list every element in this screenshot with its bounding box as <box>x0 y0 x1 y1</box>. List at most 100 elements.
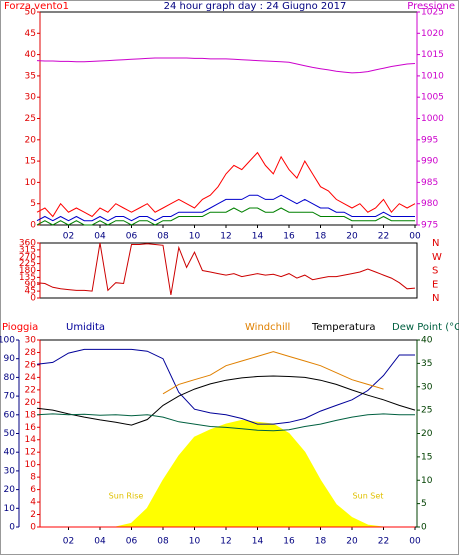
legend-entry: Pressione <box>407 1 455 12</box>
x-tick-label: 14 <box>252 232 264 242</box>
line <box>162 351 384 395</box>
y2-tick-label: 25 <box>421 406 432 416</box>
y-tick-label: 0 <box>30 294 36 304</box>
y2-tick-label: 1005 <box>421 93 444 103</box>
x-tick-label: 20 <box>346 537 358 547</box>
legend-entry: Umidita <box>66 322 105 333</box>
y-tick-label: 100 <box>0 336 15 346</box>
y-tick-label: 25 <box>25 114 36 124</box>
y-tick-label: 45 <box>25 29 36 39</box>
y3-tick-label: 30 <box>25 336 37 346</box>
x-tick-label: 08 <box>157 232 169 242</box>
y2-tick-label: S <box>432 266 438 277</box>
y2-tick-label: 35 <box>421 359 432 369</box>
y-tick-label: 50 <box>4 429 16 439</box>
x-tick-label: 02 <box>63 537 74 547</box>
annotation: Sun Rise <box>109 492 144 501</box>
y2-tick-label: 980 <box>421 199 438 209</box>
y2-tick-label: N <box>432 238 439 249</box>
y3-tick-label: 10 <box>25 460 37 470</box>
plot-area <box>39 11 418 226</box>
line <box>36 194 415 222</box>
y-tick-label: 360 <box>19 239 36 249</box>
x-tick-label: 12 <box>220 537 231 547</box>
x-tick-label: 16 <box>283 537 295 547</box>
y-tick-label: 10 <box>25 178 37 188</box>
line <box>36 57 416 74</box>
x-tick-label: 10 <box>189 537 201 547</box>
y3-tick-label: 14 <box>25 435 37 445</box>
legend-entry: Forza vento1 <box>4 1 69 12</box>
y-tick-label: 20 <box>4 485 16 495</box>
legend-entry: Pioggia <box>2 322 38 333</box>
x-tick-label: 04 <box>94 537 106 547</box>
y2-tick-label: 10 <box>421 476 433 486</box>
y2-tick-label: 20 <box>421 429 433 439</box>
y-tick-label: 40 <box>4 448 16 458</box>
y2-tick-label: E <box>432 279 438 290</box>
x-tick-label: 00 <box>409 232 421 242</box>
x-tick-label: 12 <box>220 232 231 242</box>
y2-tick-label: N <box>432 293 439 304</box>
y-tick-label: 40 <box>25 50 37 60</box>
legend-entry: Dew Point (°C <box>392 322 459 333</box>
legend-entry: Windchill <box>245 322 290 333</box>
x-tick-label: 10 <box>189 232 201 242</box>
x-tick-label: 14 <box>252 537 264 547</box>
y2-tick-label: 1025 <box>421 8 444 18</box>
y2-tick-label: 40 <box>421 336 433 346</box>
x-tick-label: 02 <box>63 232 74 242</box>
x-tick-label: 08 <box>157 537 169 547</box>
y-tick-label: 10 <box>4 504 16 514</box>
chart-title: 24 hour graph day : 24 Giugno 2017 <box>164 1 347 12</box>
y-tick-label: 50 <box>25 8 37 18</box>
x-tick-label: 06 <box>126 232 138 242</box>
x-tick-label: 06 <box>126 537 138 547</box>
annotation: Sun Set <box>353 492 384 501</box>
y2-tick-label: 1020 <box>421 29 444 39</box>
line <box>36 242 416 295</box>
x-tick-label: 00 <box>409 537 421 547</box>
y3-tick-label: 4 <box>30 498 36 508</box>
y-tick-label: 90 <box>4 354 16 364</box>
y2-tick-label: 990 <box>421 157 438 167</box>
y-tick-label: 20 <box>25 135 37 145</box>
y-tick-label: 5 <box>30 199 36 209</box>
y3-tick-label: 28 <box>25 348 37 358</box>
y2-tick-label: 15 <box>421 452 432 462</box>
y3-tick-label: 22 <box>25 385 36 395</box>
y-tick-label: 315 <box>19 245 36 255</box>
y3-tick-label: 6 <box>30 485 36 495</box>
y-tick-label: 90 <box>25 280 37 290</box>
y-tick-label: 225 <box>19 259 36 269</box>
y-tick-label: 80 <box>4 373 16 383</box>
y2-tick-label: 975 <box>421 221 438 231</box>
y2-tick-label: 0 <box>421 523 427 533</box>
x-tick-label: 18 <box>315 537 327 547</box>
y2-tick-label: 985 <box>421 178 438 188</box>
y-tick-label: 30 <box>4 466 16 476</box>
y-tick-label: 45 <box>25 287 36 297</box>
y3-tick-label: 16 <box>25 423 37 433</box>
y3-tick-label: 2 <box>30 510 36 520</box>
y2-tick-label: 995 <box>421 135 438 145</box>
y-tick-label: 15 <box>25 157 36 167</box>
x-tick-label: 04 <box>94 232 106 242</box>
y-tick-label: 0 <box>9 523 15 533</box>
x-tick-label: 22 <box>378 232 389 242</box>
y3-tick-label: 8 <box>30 473 36 483</box>
line <box>36 413 415 432</box>
y3-tick-label: 26 <box>25 360 37 370</box>
legend-entry: Temperatura <box>311 322 376 333</box>
y2-tick-label: 30 <box>421 382 433 392</box>
y-tick-label: 30 <box>25 93 37 103</box>
y-tick-label: 270 <box>19 252 36 262</box>
x-tick-label: 18 <box>315 232 327 242</box>
y-tick-label: 35 <box>25 71 36 81</box>
y2-tick-label: W <box>432 252 442 263</box>
line <box>36 348 415 425</box>
y-tick-label: 60 <box>4 410 16 420</box>
x-tick-label: 20 <box>346 232 358 242</box>
